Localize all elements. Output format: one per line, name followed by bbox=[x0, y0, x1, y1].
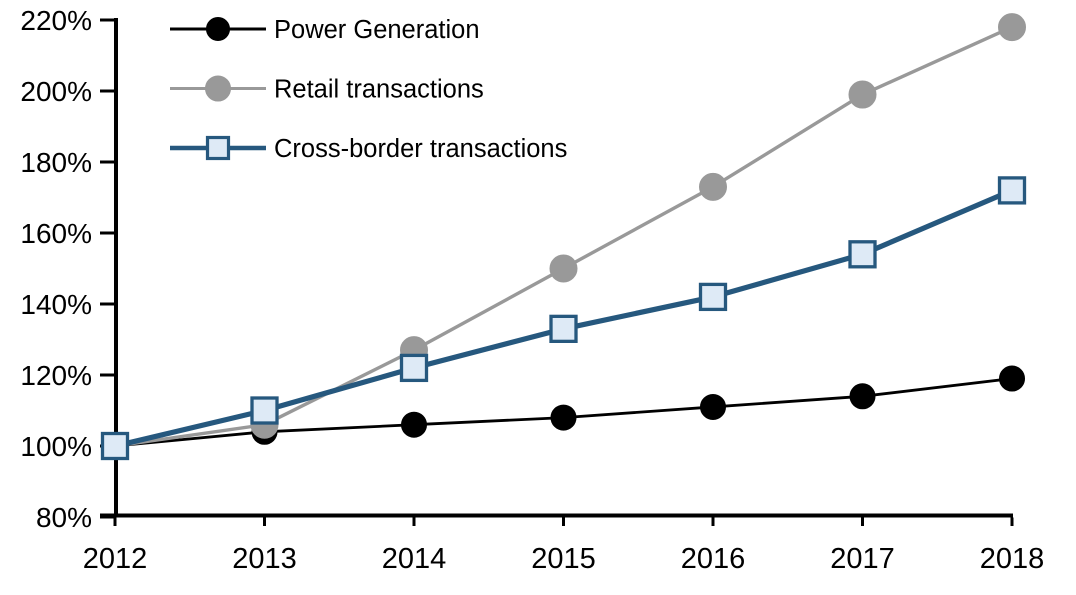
x-tick-label: 2018 bbox=[980, 543, 1045, 575]
series-marker-cross-border-transactions bbox=[997, 176, 1027, 205]
legend-label: Retail transactions bbox=[274, 76, 484, 104]
x-tick-label: 2014 bbox=[382, 543, 447, 575]
legend-marker bbox=[206, 17, 230, 41]
series-marker-cross-border-transactions bbox=[848, 240, 877, 269]
y-tick-label: 220% bbox=[20, 5, 92, 36]
legend-label: Cross-border transactions bbox=[274, 135, 567, 163]
y-tick-label: 140% bbox=[20, 289, 92, 320]
series-marker-cross-border-transactions bbox=[549, 314, 578, 344]
y-tick-label: 180% bbox=[20, 147, 92, 178]
x-tick-label: 2017 bbox=[830, 543, 895, 575]
series-marker-power-generation bbox=[700, 393, 726, 420]
series-marker-power-generation bbox=[550, 404, 577, 431]
series-marker-retail-transactions bbox=[998, 13, 1026, 42]
y-tick-label: 120% bbox=[20, 360, 92, 391]
series-marker-cross-border-transactions bbox=[698, 282, 728, 312]
legend-item-power-generation: Power Generation bbox=[170, 16, 480, 44]
legend-item-retail-transactions: Retail transactions bbox=[170, 75, 484, 104]
x-tick-label: 2015 bbox=[531, 543, 596, 575]
legend-label: Power Generation bbox=[274, 16, 480, 44]
series-marker-retail-transactions bbox=[699, 172, 727, 201]
series-marker-power-generation bbox=[401, 411, 427, 438]
x-tick-label: 2016 bbox=[681, 543, 746, 575]
series-marker-power-generation bbox=[999, 365, 1025, 392]
y-tick-label: 80% bbox=[36, 502, 92, 533]
x-tick-label: 2012 bbox=[83, 543, 148, 575]
legend-marker bbox=[205, 135, 231, 161]
series-marker-cross-border-transactions bbox=[100, 431, 130, 461]
series-marker-cross-border-transactions bbox=[250, 396, 279, 425]
series-marker-retail-transactions bbox=[848, 80, 877, 109]
series-marker-retail-transactions bbox=[549, 254, 578, 283]
y-tick-label: 160% bbox=[20, 218, 92, 249]
legend-item-cross-border-transactions: Cross-border transactions bbox=[170, 135, 567, 163]
series-marker-cross-border-transactions bbox=[399, 353, 429, 383]
y-tick-label: 100% bbox=[20, 431, 92, 462]
series-marker-power-generation bbox=[849, 383, 876, 410]
x-tick-label: 2013 bbox=[232, 543, 297, 575]
y-tick-label: 200% bbox=[20, 76, 92, 107]
legend-marker bbox=[205, 75, 231, 102]
